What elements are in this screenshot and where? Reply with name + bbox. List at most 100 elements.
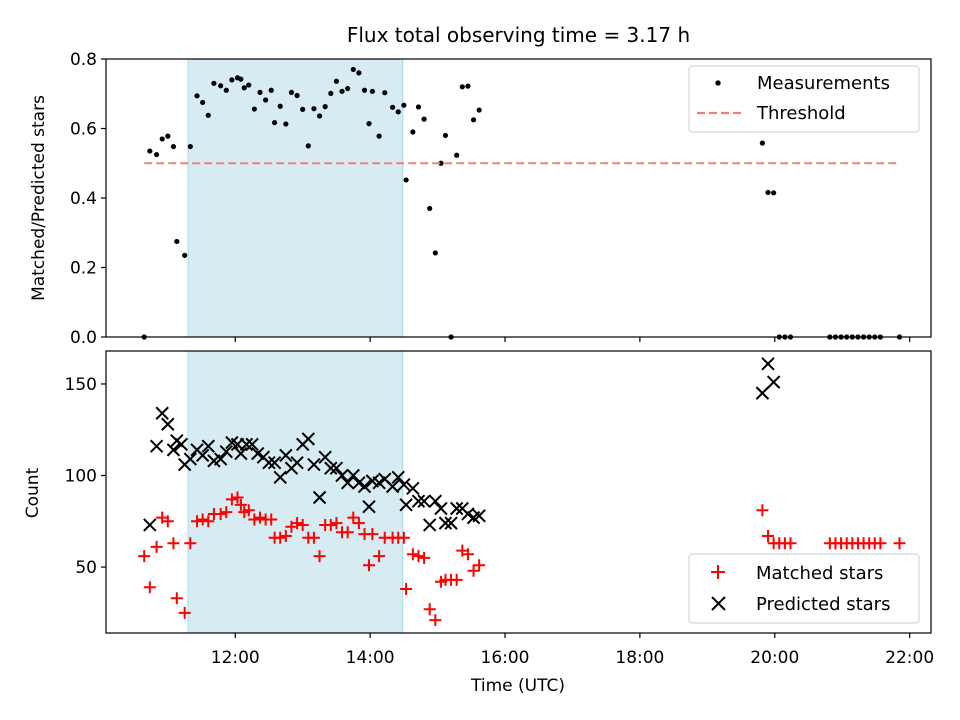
predicted-stars-point bbox=[234, 446, 248, 461]
matched-stars-point bbox=[150, 540, 163, 553]
matched-stars-point bbox=[450, 573, 463, 586]
x-tick-label: 16:00 bbox=[481, 648, 530, 668]
measurement-point bbox=[438, 160, 444, 166]
matched-stars-point bbox=[352, 517, 365, 530]
matched-stars-point bbox=[184, 537, 197, 550]
predicted-stars-point bbox=[307, 457, 321, 472]
bottom-legend-box bbox=[688, 553, 920, 624]
x-tick-label: 18:00 bbox=[615, 648, 664, 668]
predicted-stars-point bbox=[434, 501, 448, 516]
predicted-stars-point bbox=[340, 476, 355, 490]
legend-predicted-label: Predicted stars bbox=[756, 594, 890, 615]
measurement-point bbox=[401, 102, 407, 108]
predicted-stars-point bbox=[357, 479, 372, 494]
matched-stars-point bbox=[178, 606, 191, 619]
predicted-stars-point bbox=[290, 455, 304, 470]
measurement-point bbox=[263, 97, 269, 103]
predicted-stars-point bbox=[143, 518, 157, 532]
matched-stars-point bbox=[248, 513, 261, 526]
measurement-point bbox=[174, 238, 180, 245]
measurement-point bbox=[442, 132, 449, 139]
predicted-stars-point bbox=[262, 455, 276, 470]
top-panel: 0.00.20.40.60.8 Matched/Predicted stars … bbox=[29, 50, 932, 348]
predicted-stars-point bbox=[149, 439, 164, 453]
matched-stars-point bbox=[202, 515, 215, 528]
x-axis-label: Time (UTC) bbox=[470, 676, 565, 696]
measurement-point bbox=[268, 87, 274, 93]
matched-stars-point bbox=[307, 531, 320, 544]
measurement-point bbox=[223, 87, 229, 93]
matched-stars-point bbox=[161, 515, 174, 528]
measurement-point bbox=[415, 104, 422, 110]
matched-stars-point bbox=[313, 550, 326, 563]
measurement-point bbox=[771, 190, 777, 196]
measurement-point bbox=[350, 66, 356, 73]
measurement-point bbox=[470, 117, 477, 123]
legend-matched-label: Matched stars bbox=[756, 563, 883, 584]
measurement-point bbox=[229, 77, 235, 83]
predicted-stars-point bbox=[183, 452, 198, 466]
bottom-plot-area: 50 100 150 12:00 14:00 16:00 18:00 20:00 22:00 bbox=[65, 350, 934, 668]
bottom-ylabel: Count bbox=[23, 467, 43, 518]
measurement-point bbox=[382, 90, 388, 96]
matched-stars-point bbox=[363, 559, 376, 572]
measurement-point bbox=[182, 252, 188, 258]
legend-threshold-label: Threshold bbox=[756, 103, 846, 124]
matched-stars-point bbox=[347, 511, 360, 524]
legend-measurements-marker bbox=[715, 80, 721, 86]
predicted-stars-point bbox=[385, 479, 400, 494]
measurement-point bbox=[459, 84, 465, 90]
measurement-point bbox=[427, 205, 433, 212]
predicted-stars-point bbox=[397, 477, 411, 492]
measurement-point bbox=[241, 85, 247, 91]
y-tick-label: 0.2 bbox=[70, 259, 97, 279]
figure-title: Flux total observing time = 3.17 h bbox=[347, 23, 690, 47]
matched-stars-point bbox=[461, 548, 474, 561]
measurement-point bbox=[316, 113, 323, 119]
measurement-point bbox=[257, 89, 263, 95]
matched-stars-point bbox=[762, 529, 775, 542]
predicted-stars-point bbox=[155, 406, 169, 420]
predicted-stars-point bbox=[195, 448, 210, 463]
y-tick-label: 0.4 bbox=[70, 189, 97, 209]
y-tick-label: 50 bbox=[75, 558, 97, 578]
predicted-stars-point bbox=[273, 470, 287, 485]
measurement-point bbox=[159, 136, 165, 142]
matched-stars-point bbox=[242, 504, 255, 517]
measurement-point bbox=[305, 143, 311, 149]
predicted-stars-point bbox=[472, 509, 486, 523]
matched-stars-point bbox=[234, 498, 247, 511]
measurement-point bbox=[288, 89, 295, 95]
matched-stars-point bbox=[756, 504, 769, 517]
predicted-stars-point bbox=[417, 494, 431, 508]
measurement-point bbox=[238, 76, 244, 82]
measurement-point bbox=[366, 121, 372, 127]
predicted-stars-point bbox=[438, 516, 453, 530]
matched-stars-point bbox=[220, 506, 233, 519]
matched-stars-point bbox=[265, 513, 278, 526]
measurement-point bbox=[271, 119, 278, 126]
predicted-stars-point bbox=[428, 494, 443, 508]
predicted-stars-point bbox=[755, 386, 770, 400]
measurement-point bbox=[283, 121, 289, 127]
predicted-stars-point bbox=[201, 439, 215, 453]
predicted-stars-point bbox=[346, 468, 360, 483]
predicted-stars-point bbox=[411, 494, 426, 508]
measurement-point bbox=[328, 90, 334, 97]
measurement-point bbox=[369, 88, 375, 94]
predicted-stars-point bbox=[422, 518, 437, 532]
y-tick-label: 0.6 bbox=[70, 120, 97, 140]
matched-stars-point bbox=[330, 517, 343, 530]
predicted-stars-point bbox=[449, 501, 464, 516]
observing-window-band bbox=[187, 350, 404, 634]
x-tick-label: 12:00 bbox=[211, 648, 260, 668]
predicted-stars-point bbox=[391, 470, 405, 485]
legend-matched-marker bbox=[711, 565, 725, 579]
measurement-point bbox=[345, 85, 351, 92]
matched-stars-point bbox=[467, 564, 480, 577]
matched-stars-point bbox=[324, 518, 337, 531]
matched-stars-point bbox=[138, 550, 151, 563]
bottom-legend: Matched stars Predicted stars bbox=[688, 553, 920, 624]
measurement-point bbox=[465, 83, 471, 89]
